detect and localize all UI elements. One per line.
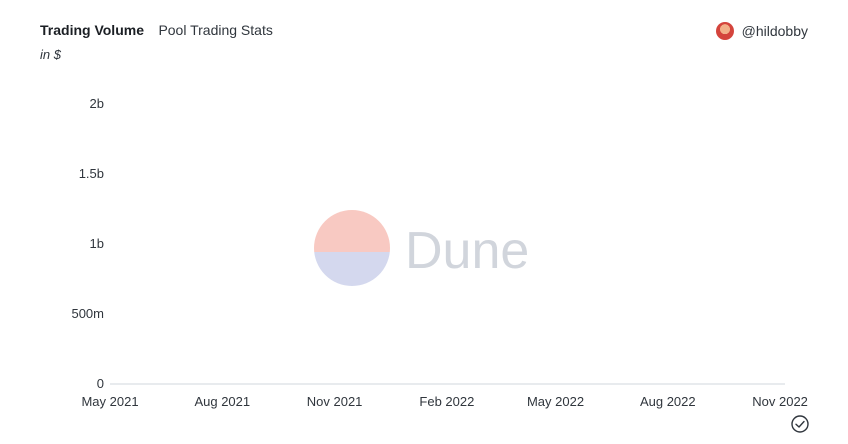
x-tick-label: May 2022: [527, 394, 584, 409]
x-tick-label: May 2021: [81, 394, 138, 409]
y-tick-label: 2b: [90, 96, 104, 111]
x-tick-label: Nov 2021: [307, 394, 363, 409]
author-badge[interactable]: @hildobby: [715, 22, 808, 40]
y-unit-label: in $: [40, 47, 61, 62]
x-tick-label: Aug 2022: [640, 394, 696, 409]
y-tick-label: 500m: [71, 306, 104, 321]
x-axis: May 2021 Aug 2021 Nov 2021 Feb 2022 May 2022…: [81, 394, 807, 409]
x-tick-label: Aug 2021: [194, 394, 250, 409]
y-tick-label: 1b: [90, 236, 104, 251]
dune-logo-icon: [314, 210, 390, 286]
x-tick-label: Nov 2022: [752, 394, 808, 409]
avatar-icon: [715, 22, 734, 40]
y-tick-label: 0: [97, 376, 104, 391]
watermark: Dune: [314, 210, 529, 286]
trading-volume-chart: Dune 0 500m 1b 1.5b 2b May 2021 Aug 2021 Nov 2…: [71, 96, 807, 409]
x-tick-label: Feb 2022: [419, 394, 474, 409]
chart-subtitle: Pool Trading Stats: [158, 22, 273, 38]
watermark-text: Dune: [405, 222, 529, 280]
y-tick-label: 1.5b: [79, 166, 104, 181]
chart-header: Trading Volume Pool Trading Stats: [40, 22, 273, 42]
y-axis: 0 500m 1b 1.5b 2b: [71, 96, 104, 391]
check-circle-icon[interactable]: [790, 414, 810, 434]
chart-title: Trading Volume: [40, 22, 144, 38]
author-name[interactable]: @hildobby: [741, 23, 808, 39]
